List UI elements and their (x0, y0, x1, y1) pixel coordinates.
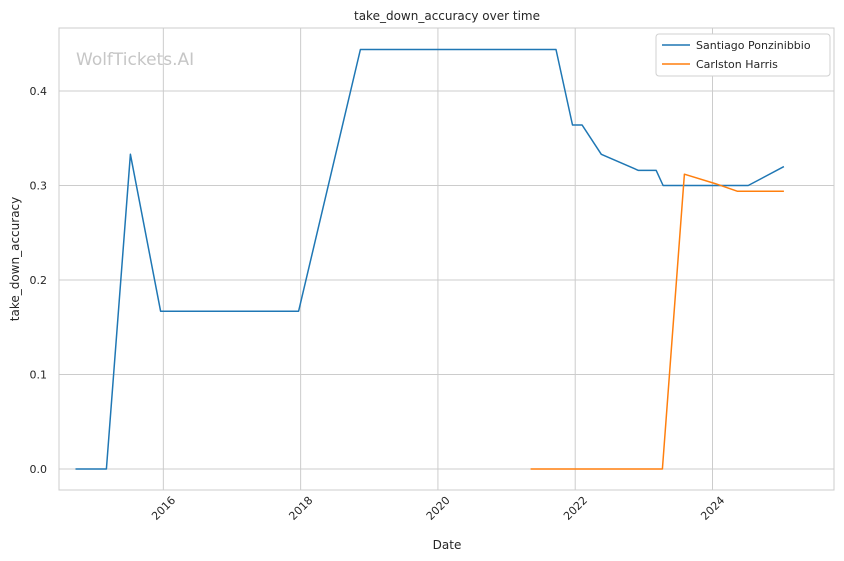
x-axis-label: Date (433, 538, 462, 552)
chart-title: take_down_accuracy over time (354, 9, 540, 23)
series-line-santiago-ponzinibbio (75, 48, 785, 470)
y-axis-ticks: 0.0 0.1 0.2 0.3 0.4 (30, 85, 48, 476)
plot-area (58, 27, 835, 491)
y-tick-label: 0.3 (30, 180, 48, 193)
x-tick-label: 2018 (286, 494, 315, 523)
series-line-carlston-harris (530, 173, 784, 470)
y-axis-label: take_down_accuracy (8, 197, 22, 321)
y-tick-label: 0.4 (30, 85, 48, 98)
y-tick-label: 0.0 (30, 463, 48, 476)
y-tick-label: 0.2 (30, 274, 48, 287)
x-tick-label: 2016 (149, 494, 178, 523)
x-tick-label: 2024 (698, 494, 727, 523)
x-tick-label: 2020 (424, 494, 453, 523)
legend-label-carlston-harris: Carlston Harris (696, 58, 778, 71)
legend-box (655, 33, 831, 77)
watermark: WolfTickets.AI (76, 50, 194, 70)
y-tick-label: 0.1 (30, 369, 48, 382)
x-tick-label: 2022 (561, 494, 590, 523)
legend: Santiago Ponzinibbio Carlston Harris (655, 33, 831, 77)
x-axis-ticks: 2016 2018 2020 2022 2024 (149, 494, 727, 523)
series-layer (75, 48, 785, 470)
legend-label-santiago-ponzinibbio: Santiago Ponzinibbio (696, 39, 811, 52)
